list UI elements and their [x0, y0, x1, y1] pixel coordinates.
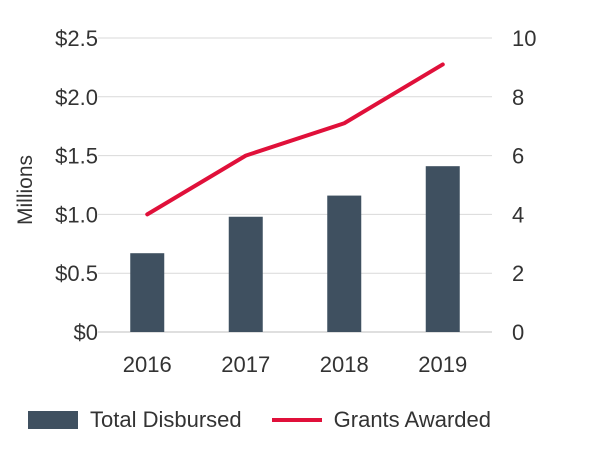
bar: [327, 195, 362, 332]
y-right-tick-label: 6: [512, 144, 524, 169]
y-right-tick-label: 10: [512, 26, 536, 51]
y-right-tick-label: 8: [512, 85, 524, 110]
y-right-tick-label: 0: [512, 320, 524, 345]
y-left-tick-label: $1.0: [55, 202, 98, 227]
y-right-tick-label: 4: [512, 202, 524, 227]
line-series-grants-awarded: [145, 62, 445, 217]
x-tick-label: 2016: [123, 352, 172, 377]
bar: [425, 166, 460, 332]
y-right-tick-label: 2: [512, 261, 524, 286]
series-line: [145, 62, 445, 217]
bar: [130, 253, 165, 332]
x-tick-label: 2017: [221, 352, 270, 377]
x-tick-label: 2018: [320, 352, 369, 377]
y-axis-title: Millions: [14, 155, 37, 225]
y-axis-left: $0 $0.5 $1.0 $1.5 $2.0 $2.5: [55, 26, 98, 345]
legend: Total Disbursed Grants Awarded: [28, 405, 491, 435]
legend-label-total-disbursed: Total Disbursed: [90, 407, 242, 432]
y-left-tick-label: $2.5: [55, 26, 98, 51]
legend-swatch-line: [271, 418, 322, 422]
legend-swatch-bar: [28, 411, 78, 429]
bar-series-total-disbursed: [130, 166, 460, 332]
y-left-tick-label: $2.0: [55, 85, 98, 110]
y-left-tick-label: $1.5: [55, 144, 98, 169]
bar: [228, 216, 263, 332]
legend-item-total-disbursed: Total Disbursed: [28, 407, 242, 433]
legend-label-grants-awarded: Grants Awarded: [333, 407, 491, 432]
y-left-tick-label: $0: [74, 320, 98, 345]
legend-item-grants-awarded: Grants Awarded: [271, 407, 491, 433]
y-axis-right: 0 2 4 6 8 10: [512, 26, 536, 345]
x-axis: 2016 2017 2018 2019: [123, 352, 467, 377]
y-left-tick-label: $0.5: [55, 261, 98, 286]
x-tick-label: 2019: [418, 352, 467, 377]
